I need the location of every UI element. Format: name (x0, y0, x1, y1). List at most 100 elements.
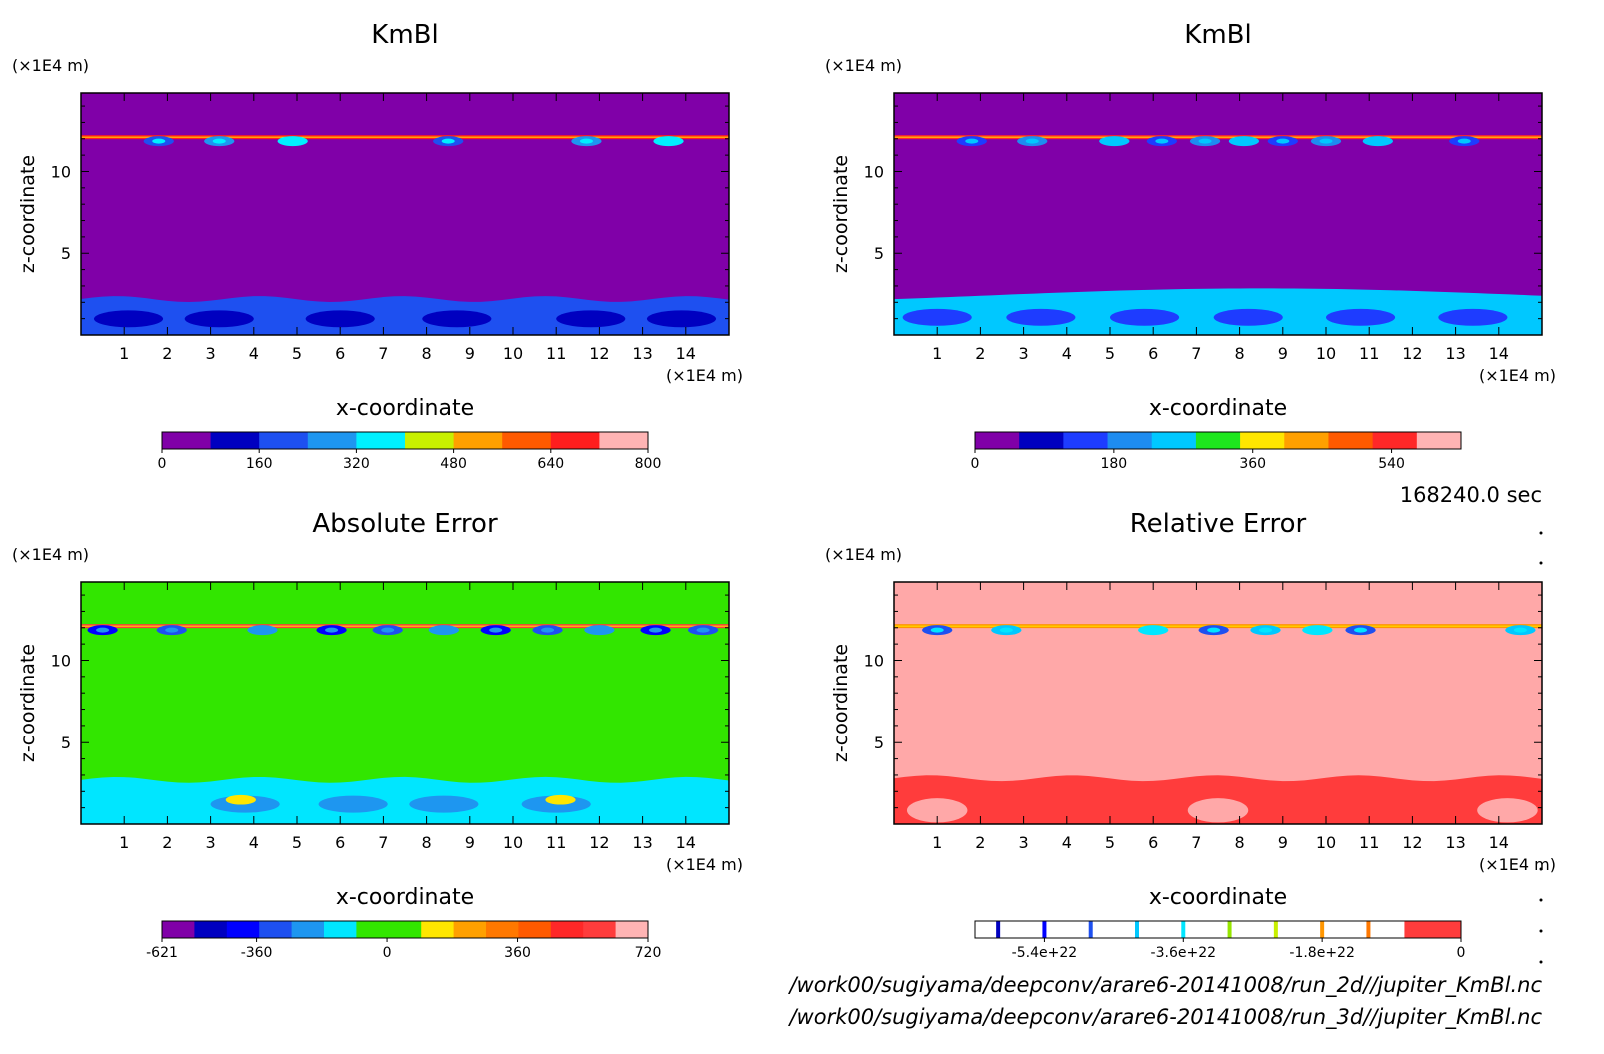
upper-band-blob-core (1107, 138, 1121, 144)
x-tick-label: 7 (1191, 344, 1201, 363)
colorbar-line (1088, 921, 1093, 938)
y-tick-label: 10 (51, 651, 71, 670)
colorbar-swatch (453, 432, 503, 449)
upper-band-blob-core (1310, 627, 1324, 633)
x-tick-label: 1 (932, 344, 942, 363)
edge-dot (1539, 929, 1543, 933)
upper-band-blob-core (437, 627, 451, 633)
x-unit-label: (×1E4 m) (1479, 366, 1556, 385)
colorbar-line (1042, 921, 1047, 938)
panel-title: Relative Error (1130, 509, 1307, 539)
heatmap-field (81, 582, 729, 824)
x-tick-label: 14 (676, 833, 696, 852)
x-tick-label: 7 (378, 833, 388, 852)
x-tick-label: 14 (676, 344, 696, 363)
colorbar: -621 -360 0 360 720 (146, 920, 661, 961)
file-path-2: /work00/sugiyama/deepconv/arare6-2014100… (787, 1005, 1542, 1030)
colorbar-tick-label: 180 (1100, 456, 1127, 472)
panel-2: KmBl (×1E4 m) (×1E4 m) x-coordinate z-coordi… (825, 20, 1556, 472)
colorbar-swatch (324, 921, 357, 938)
x-tick-label: 9 (1278, 833, 1288, 852)
lower-pink-patch (1187, 798, 1249, 823)
colorbar-swatch (1107, 432, 1153, 449)
upper-band-blob-core (649, 627, 663, 633)
colorbar-swatch (291, 921, 325, 938)
lower-layer (81, 776, 729, 824)
upper-band-blob-core (1457, 138, 1471, 144)
colorbar: 0 160 320 480 640 800 (158, 431, 662, 472)
colorbar-swatch (1063, 432, 1109, 449)
upper-band-blob-core (541, 627, 555, 633)
colorbar-swatch (1416, 432, 1462, 449)
edge-dot (1539, 867, 1543, 871)
x-tick-label: 12 (1402, 344, 1422, 363)
x-tick-label: 8 (1235, 344, 1245, 363)
colorbar-swatch (1328, 432, 1374, 449)
colorbar-tick-label: 480 (440, 456, 467, 472)
colorbar-tick-label: 0 (1457, 945, 1466, 961)
upper-band-blob-core (1146, 627, 1160, 633)
upper-band-core (894, 136, 1542, 138)
upper-band-blob-core (1155, 138, 1169, 144)
edge-dot (1539, 898, 1543, 902)
y-unit-label: (×1E4 m) (12, 56, 89, 75)
colorbar-swatch (975, 432, 1020, 449)
x-tick-label: 8 (422, 344, 432, 363)
y-unit-label: (×1E4 m) (825, 545, 902, 564)
colorbar-swatch (388, 921, 422, 938)
colorbar-swatch (1019, 432, 1064, 449)
y-tick-label: 5 (874, 244, 884, 263)
upper-band-blob-core (1371, 138, 1385, 144)
lower-cell (902, 308, 972, 326)
colorbar-line (1227, 921, 1232, 938)
x-tick-label: 10 (503, 344, 523, 363)
panel-1: KmBl (×1E4 m) (×1E4 m) x-coordinate z-coordi… (12, 20, 743, 472)
x-tick-label: 4 (1062, 833, 1072, 852)
lower-cell (556, 310, 626, 328)
x-tick-label: 13 (1445, 344, 1465, 363)
colorbar-tick-label: 800 (635, 456, 662, 472)
lower-layer (894, 288, 1542, 335)
colorbar-swatch (975, 921, 1461, 938)
upper-band-blob-core (212, 138, 226, 144)
x-tick-label: 3 (206, 344, 216, 363)
upper-band-blob-core (489, 627, 503, 633)
lower-layer (81, 296, 729, 335)
x-tick-label: 2 (162, 344, 172, 363)
colorbar-swatch (486, 921, 519, 938)
lower-cell (1110, 308, 1180, 326)
colorbar-line (1273, 921, 1278, 938)
x-tick-label: 5 (292, 344, 302, 363)
x-unit-label: (×1E4 m) (666, 855, 743, 874)
upper-band-blob-core (662, 138, 676, 144)
colorbar-frame (161, 431, 649, 450)
colorbar-tick-label: 320 (343, 456, 370, 472)
x-tick-label: 8 (1235, 833, 1245, 852)
colorbar-frame (974, 920, 1462, 939)
y-tick-label: 5 (874, 733, 884, 752)
colorbar-tick-label: -3.6e+22 (1151, 945, 1216, 961)
lower-cell (93, 310, 164, 328)
edge-dot (1539, 531, 1543, 535)
upper-band-blob-core (441, 138, 455, 144)
field-background (81, 93, 729, 335)
upper-band-blob-core (965, 138, 979, 144)
x-tick-label: 9 (1278, 344, 1288, 363)
colorbar-tick-label: -621 (146, 945, 178, 961)
colorbar-swatch (210, 432, 260, 449)
colorbar-tick-label: 0 (971, 456, 980, 472)
y-tick-label: 5 (61, 733, 71, 752)
x-tick-label: 1 (119, 344, 129, 363)
upper-band-blob-core (1276, 138, 1290, 144)
panel-title: KmBl (371, 20, 438, 50)
x-tick-label: 5 (1105, 344, 1115, 363)
plot-frame (893, 581, 1543, 825)
y-tick-label: 10 (864, 651, 884, 670)
colorbar-swatch (1240, 432, 1285, 449)
x-tick-label: 6 (1148, 833, 1158, 852)
upper-band-blob-core (1237, 138, 1251, 144)
upper-band-blob-core (152, 138, 166, 144)
upper-band-blob-core (1319, 138, 1333, 144)
lower-cell (184, 310, 254, 328)
lower-hot-spot (225, 794, 256, 805)
